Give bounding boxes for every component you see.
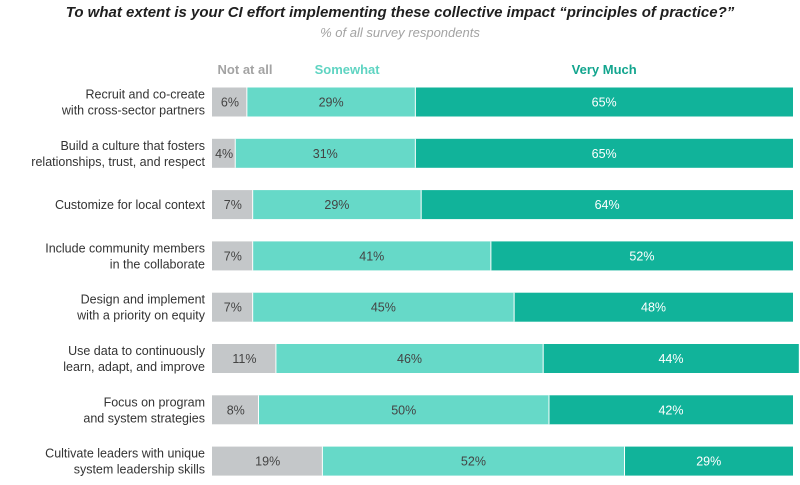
data-label: 19% [255, 455, 280, 469]
data-label: 8% [227, 403, 245, 417]
bar-segment-somewhat [252, 241, 491, 271]
bar-segment-very-much [543, 344, 799, 373]
data-label: 42% [658, 403, 683, 417]
bar-segment-very-much [421, 190, 793, 220]
bar-segment-somewhat [252, 190, 422, 220]
data-label: 45% [371, 301, 396, 315]
bar-segment-somewhat [252, 292, 515, 322]
segment-divider [414, 87, 416, 117]
data-label: 46% [397, 352, 422, 366]
category-label: Include community members in the collabor… [45, 241, 205, 271]
bar-segment-somewhat [275, 344, 544, 373]
bar-segment-very-much [415, 138, 793, 168]
data-label: 29% [319, 96, 344, 110]
bar-segment-not-at-all [212, 344, 276, 373]
segment-divider [246, 87, 248, 117]
segment-divider [624, 446, 626, 476]
bar-segment-not-at-all [212, 395, 259, 425]
segment-divider [252, 241, 254, 271]
data-label: 65% [592, 96, 617, 110]
segment-divider [542, 344, 544, 373]
data-label: 52% [461, 455, 486, 469]
segment-divider [420, 190, 422, 220]
segment-divider [252, 190, 254, 220]
segment-divider [513, 292, 515, 322]
category-label: Design and implement with a priority on e… [76, 293, 206, 323]
segment-divider [252, 292, 254, 322]
bar-segment-not-at-all [212, 138, 236, 168]
category-label: Use data to continuously learn, adapt, an… [63, 344, 206, 374]
category-label: Cultivate leaders with unique system lead… [45, 447, 205, 477]
segment-divider [414, 138, 416, 168]
data-label: 64% [595, 198, 620, 212]
data-label: 4% [215, 147, 233, 161]
category-label: Build a culture that fosters relationship… [31, 139, 205, 169]
data-label: 7% [224, 301, 242, 315]
bar-segment-not-at-all [212, 292, 253, 322]
data-label: 31% [313, 147, 338, 161]
segment-divider [321, 446, 323, 476]
data-label: 52% [629, 249, 654, 263]
bar-segment-not-at-all [212, 190, 253, 220]
data-label: 41% [359, 249, 384, 263]
segment-divider [490, 241, 492, 271]
legend-item-very-much: Very Much [572, 62, 637, 77]
data-label: 44% [658, 352, 683, 366]
data-label: 6% [221, 96, 239, 110]
chart-title: To what extent is your CI effort impleme… [65, 4, 735, 21]
data-label: 29% [324, 198, 349, 212]
bar-segment-very-much [548, 395, 793, 425]
legend-item-not-at-all: Not at all [218, 62, 273, 77]
segment-divider [275, 344, 277, 373]
data-label: 50% [391, 403, 416, 417]
data-label: 7% [224, 249, 242, 263]
bar-segment-not-at-all [212, 87, 247, 117]
bar-segment-somewhat [258, 395, 549, 425]
data-label: 48% [641, 301, 666, 315]
data-label: 65% [592, 147, 617, 161]
data-label: 29% [696, 455, 721, 469]
bar-segment-very-much [514, 292, 793, 322]
segment-divider [234, 138, 236, 168]
bar-segment-very-much [490, 241, 793, 271]
bar-segment-very-much [624, 446, 793, 476]
bar-segment-somewhat [235, 138, 416, 168]
data-label: 11% [232, 352, 256, 366]
data-label: 7% [224, 198, 242, 212]
category-label: Customize for local context [55, 198, 206, 212]
category-label: Focus on program and system strategies [83, 395, 205, 425]
segment-divider [548, 395, 550, 425]
legend-item-somewhat: Somewhat [315, 62, 381, 77]
bar-segment-very-much [415, 87, 793, 117]
bar-segment-somewhat [322, 446, 625, 476]
bar-segment-somewhat [246, 87, 416, 117]
chart-subtitle: % of all survey respondents [320, 25, 480, 40]
bar-segment-not-at-all [212, 446, 323, 476]
segment-divider [257, 395, 259, 425]
category-label: Recruit and co-create with cross-sector p… [61, 88, 205, 118]
bar-segment-not-at-all [212, 241, 253, 271]
